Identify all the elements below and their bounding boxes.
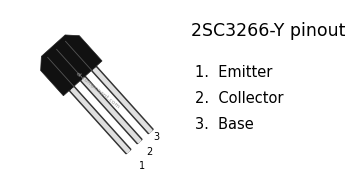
- Polygon shape: [41, 35, 102, 96]
- Text: 2: 2: [146, 147, 152, 157]
- Text: 3.  Base: 3. Base: [195, 117, 254, 132]
- Polygon shape: [82, 78, 141, 143]
- Polygon shape: [80, 76, 142, 144]
- Text: el-component.com: el-component.com: [75, 71, 121, 109]
- Polygon shape: [93, 68, 152, 133]
- Text: 2SC3266-Y pinout: 2SC3266-Y pinout: [191, 22, 345, 40]
- Polygon shape: [71, 88, 130, 153]
- Polygon shape: [91, 66, 153, 134]
- Text: 2.  Collector: 2. Collector: [195, 91, 284, 106]
- Text: 1.  Emitter: 1. Emitter: [195, 65, 272, 80]
- Text: 1: 1: [139, 161, 145, 171]
- Text: 3: 3: [153, 132, 159, 142]
- Polygon shape: [69, 86, 131, 154]
